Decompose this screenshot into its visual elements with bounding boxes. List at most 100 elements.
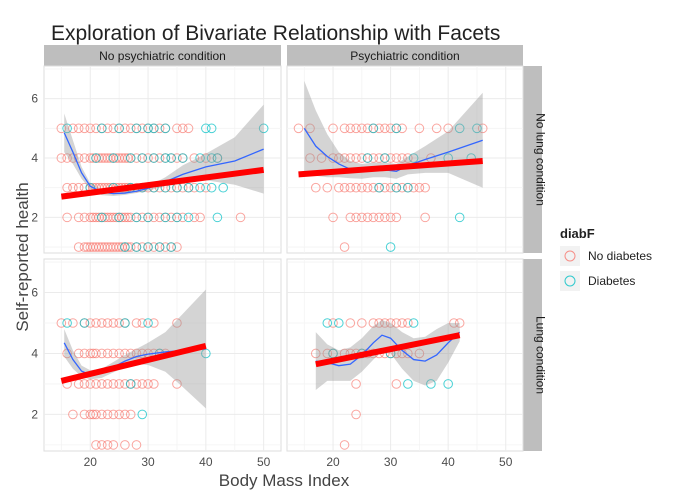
data-point-diabetes	[166, 242, 176, 252]
data-point-no-diabetes	[102, 318, 113, 328]
data-point-no-diabetes	[102, 348, 113, 359]
data-point-no-diabetes	[431, 123, 442, 134]
data-point-no-diabetes	[368, 212, 379, 223]
data-point-diabetes	[97, 123, 107, 134]
data-point-diabetes	[334, 318, 344, 328]
data-point-diabetes	[195, 182, 205, 193]
data-point-no-diabetes	[102, 379, 113, 389]
data-point-no-diabetes	[125, 212, 136, 223]
data-point-no-diabetes	[414, 123, 425, 134]
data-point-no-diabetes	[420, 182, 430, 193]
data-point-no-diabetes	[85, 318, 96, 328]
data-point-no-diabetes	[397, 318, 407, 328]
data-point-no-diabetes	[316, 153, 327, 163]
data-point-no-diabetes	[143, 153, 153, 163]
data-point-diabetes	[374, 182, 384, 193]
data-point-no-diabetes	[91, 379, 101, 389]
data-point-diabetes	[454, 212, 465, 223]
data-point-no-diabetes	[149, 379, 159, 389]
data-point-diabetes	[108, 153, 119, 163]
data-point-no-diabetes	[339, 242, 350, 252]
confidence-ribbon	[304, 80, 483, 188]
data-point-no-diabetes	[403, 153, 413, 163]
data-point-diabetes	[362, 153, 373, 163]
y-tick-label: 4	[31, 151, 38, 165]
data-point-no-diabetes	[334, 153, 344, 163]
data-point-no-diabetes	[73, 348, 84, 359]
data-point-no-diabetes	[201, 182, 211, 193]
data-point-no-diabetes	[334, 182, 344, 193]
row-strip	[523, 66, 542, 253]
data-point-no-diabetes	[408, 182, 419, 193]
data-point-diabetes	[149, 153, 159, 163]
data-point-diabetes	[206, 153, 217, 163]
data-point-no-diabetes	[368, 318, 379, 328]
data-point-no-diabetes	[177, 212, 188, 223]
data-point-no-diabetes	[391, 153, 402, 163]
data-point-no-diabetes	[125, 409, 136, 420]
data-point-no-diabetes	[328, 212, 338, 223]
data-point-no-diabetes	[91, 318, 101, 328]
data-point-diabetes	[403, 182, 413, 193]
data-point-no-diabetes	[120, 153, 130, 163]
data-point-no-diabetes	[102, 123, 113, 134]
data-point-no-diabetes	[172, 379, 182, 389]
data-point-no-diabetes	[339, 182, 350, 193]
linear-fit-line	[315, 332, 461, 368]
x-tick-label: 50	[257, 455, 271, 469]
data-point-diabetes	[391, 123, 402, 134]
data-point-no-diabetes	[85, 348, 96, 359]
data-point-no-diabetes	[385, 212, 396, 223]
data-point-no-diabetes	[345, 153, 356, 163]
data-point-diabetes	[120, 242, 130, 252]
data-point-no-diabetes	[131, 318, 142, 328]
data-point-no-diabetes	[357, 153, 367, 163]
x-tick-label: 40	[441, 455, 455, 469]
data-point-no-diabetes	[357, 212, 367, 223]
data-point-no-diabetes	[125, 242, 136, 252]
legend-marker	[564, 250, 576, 262]
panel-background	[286, 65, 524, 254]
data-point-no-diabetes	[477, 123, 488, 134]
data-point-no-diabetes	[97, 440, 107, 450]
data-point-diabetes	[472, 123, 482, 134]
data-point-diabetes	[212, 212, 223, 223]
data-point-no-diabetes	[449, 318, 459, 328]
data-point-no-diabetes	[351, 153, 361, 163]
data-point-no-diabetes	[403, 348, 413, 359]
data-point-no-diabetes	[108, 123, 119, 134]
data-point-no-diabetes	[114, 379, 124, 389]
col-strip-label: No psychiatric condition	[99, 49, 226, 63]
data-point-no-diabetes	[322, 182, 333, 193]
data-point-no-diabetes	[380, 182, 390, 193]
data-point-no-diabetes	[351, 123, 361, 134]
data-point-diabetes	[137, 409, 148, 420]
data-point-no-diabetes	[131, 379, 142, 389]
data-point-no-diabetes	[97, 318, 107, 328]
data-point-no-diabetes	[120, 348, 130, 359]
data-point-no-diabetes	[149, 242, 159, 252]
col-strip-label: Psychiatric condition	[350, 49, 459, 63]
data-point-no-diabetes	[397, 123, 407, 134]
data-point-diabetes	[143, 242, 153, 252]
data-point-no-diabetes	[131, 153, 142, 163]
data-point-no-diabetes	[345, 182, 356, 193]
data-point-no-diabetes	[154, 212, 165, 223]
data-point-no-diabetes	[345, 212, 356, 223]
data-point-diabetes	[183, 212, 194, 223]
data-point-diabetes	[143, 212, 153, 223]
data-point-no-diabetes	[380, 318, 390, 328]
data-point-no-diabetes	[403, 318, 413, 328]
data-point-no-diabetes	[339, 440, 350, 450]
data-point-diabetes	[443, 379, 453, 389]
x-tick-label: 50	[499, 455, 513, 469]
data-point-no-diabetes	[62, 182, 72, 193]
data-point-diabetes	[62, 318, 72, 328]
data-point-diabetes	[154, 242, 165, 252]
data-point-diabetes	[426, 379, 436, 389]
data-point-no-diabetes	[172, 153, 182, 163]
data-point-no-diabetes	[56, 318, 67, 328]
data-point-no-diabetes	[68, 123, 78, 134]
data-point-no-diabetes	[114, 409, 124, 420]
